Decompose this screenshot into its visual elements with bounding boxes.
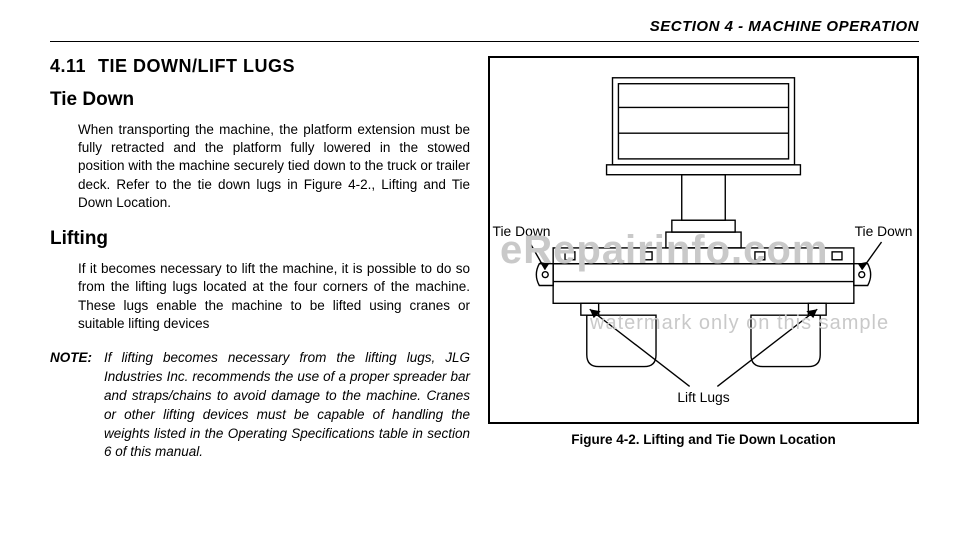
subheading-lifting: Lifting <box>50 228 470 250</box>
heading-title: TIE DOWN/LIFT LUGS <box>98 56 295 76</box>
section-label: SECTION 4 - MACHINE OPERATION <box>650 18 919 35</box>
label-tiedown-right: Tie Down <box>855 223 913 239</box>
section-header: SECTION 4 - MACHINE OPERATION <box>50 18 919 42</box>
note-label: NOTE: <box>50 349 104 462</box>
figure-column: Tie Down Tie Down Lift Lugs Figure 4-2. … <box>488 56 919 462</box>
text-column: 4.11 TIE DOWN/LIFT LUGS Tie Down When tra… <box>50 56 470 462</box>
subheading-tiedown: Tie Down <box>50 89 470 111</box>
main-heading: 4.11 TIE DOWN/LIFT LUGS <box>50 56 470 77</box>
label-liftlugs: Lift Lugs <box>677 389 729 405</box>
machine-diagram: Tie Down Tie Down Lift Lugs <box>490 58 917 422</box>
figure-box: Tie Down Tie Down Lift Lugs <box>488 56 919 424</box>
paragraph-lifting: If it becomes necessary to lift the mach… <box>78 260 470 333</box>
two-column-layout: 4.11 TIE DOWN/LIFT LUGS Tie Down When tra… <box>50 56 919 462</box>
note-block: NOTE: If lifting becomes necessary from … <box>50 349 470 462</box>
heading-number: 4.11 <box>50 56 86 77</box>
paragraph-tiedown: When transporting the machine, the platf… <box>78 121 470 212</box>
figure-caption: Figure 4-2. Lifting and Tie Down Locatio… <box>488 432 919 447</box>
label-tiedown-left: Tie Down <box>493 223 551 239</box>
note-text: If lifting becomes necessary from the li… <box>104 349 470 462</box>
